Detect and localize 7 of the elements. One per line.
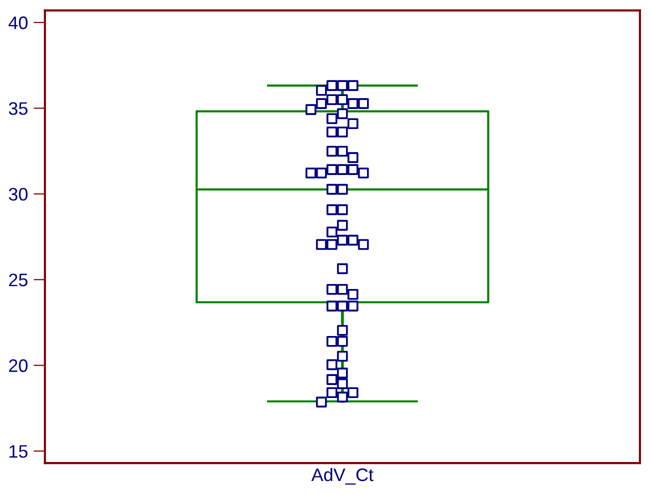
y-tick-label: 15 xyxy=(10,445,28,458)
y-tick-label: 35 xyxy=(8,102,28,115)
y-tick-label: 20 xyxy=(9,359,28,372)
y-tick-label: 40 xyxy=(8,16,28,30)
y-tick-label: 25 xyxy=(9,274,28,286)
x-tick-label: AdV_Ct xyxy=(311,468,374,485)
y-tick-label: 30 xyxy=(8,188,28,201)
